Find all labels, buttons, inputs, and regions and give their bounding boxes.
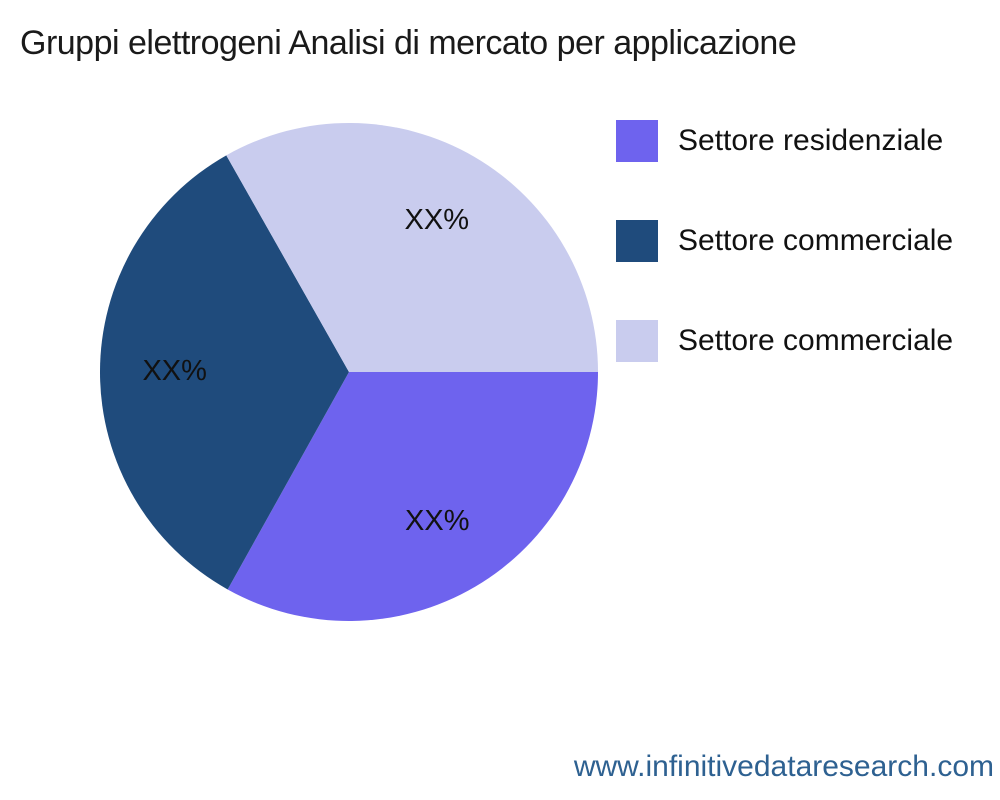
legend-swatch [616,320,658,362]
pie-slice-label: XX% [142,355,206,387]
pie-slice [99,155,349,590]
legend-label: Settore commerciale [678,224,954,257]
legend-item: Settore commerciale [616,220,953,262]
pie-slice-label: XX% [405,204,469,236]
pie-slice [227,372,599,622]
legend-swatch [616,220,658,262]
website-link[interactable]: www.infinitivedataresearch.com [573,750,994,783]
legend-item: Settore residenziale [616,120,943,162]
pie-slice-label: XX% [405,505,469,537]
legend-label: Settore commerciale [678,324,954,357]
pie-slice [226,122,598,372]
legend-label: Settore residenziale [678,124,944,157]
legend-swatch [616,120,658,162]
chart-title: Gruppi elettrogeni Analisi di mercato pe… [20,24,797,62]
legend-item: Settore commerciale [616,320,953,362]
